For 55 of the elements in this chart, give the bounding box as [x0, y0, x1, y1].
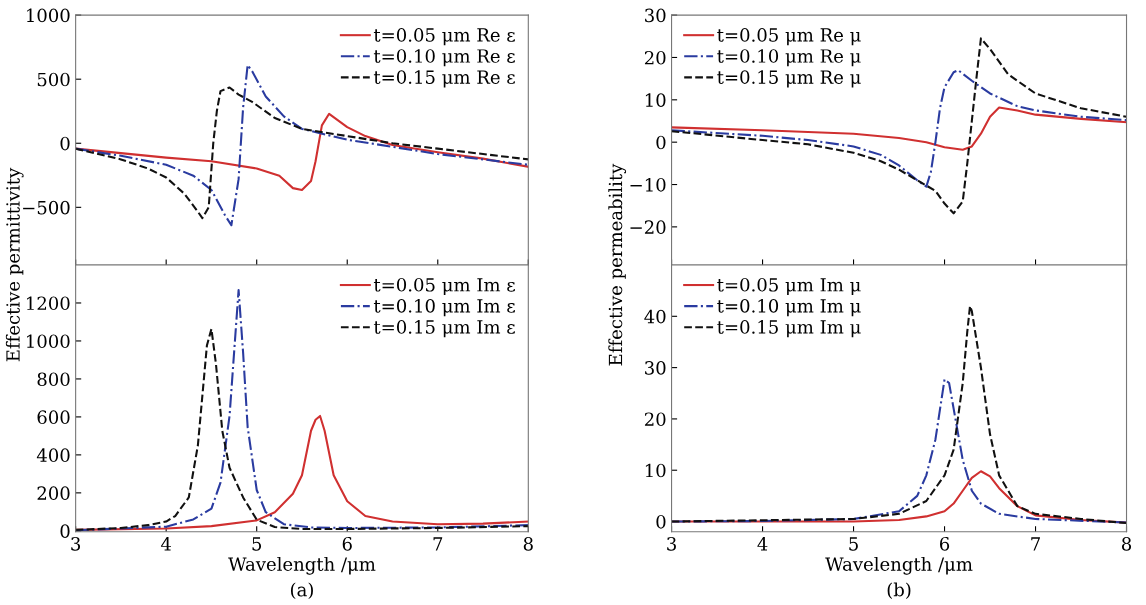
- y-tick-label: 0: [656, 514, 666, 529]
- line-series: [671, 106, 1127, 151]
- y-tick-label: 800: [37, 372, 70, 387]
- x-tick-label: 4: [757, 536, 768, 551]
- x-axis-title: Wavelength /μm: [825, 556, 973, 575]
- legend-label: t=0.15 μm Im ε: [373, 320, 515, 338]
- line-series: [75, 86, 529, 220]
- y-tick-label: 30: [645, 361, 666, 375]
- x-axis-title: Wavelength /μm: [228, 556, 376, 575]
- legend-label: t=0.10 μm Im ε: [373, 299, 515, 317]
- legend-label: t=0.05 μm Im μ: [717, 277, 861, 296]
- y-tick-label: 1200: [27, 296, 70, 311]
- x-tick-label: 7: [1031, 537, 1040, 551]
- y-tick-label: 0: [60, 524, 70, 538]
- text: (b): [887, 582, 911, 600]
- legend-label: t=0.15 μm Re μ: [717, 70, 861, 88]
- y-tick-label: 10: [645, 93, 666, 107]
- y-tick-label: 20: [644, 412, 666, 427]
- legend-label: t=0.10 μm Re μ: [717, 49, 861, 67]
- y-tick-label: 600: [37, 410, 70, 425]
- x-tick-label: 3: [667, 536, 676, 551]
- x-tick-label: 7: [433, 537, 443, 551]
- x-tick-label: 5: [849, 537, 858, 551]
- y-axis-title: Effective permittivity: [5, 167, 24, 362]
- legend-label: t=0.05 μm Re ε: [373, 28, 515, 46]
- y-axis-title: Effective permeability: [608, 163, 627, 366]
- y-tick-label: 1000: [27, 334, 70, 349]
- y-tick-label: −10: [630, 177, 666, 192]
- y-tick-label: 10: [645, 463, 666, 478]
- x-tick-label: 4: [160, 536, 172, 551]
- y-tick-label: 30: [645, 8, 666, 23]
- legend-label: t=0.10 μm Im μ: [717, 299, 861, 317]
- x-tick-label: 8: [1121, 536, 1132, 551]
- y-tick-label: 0: [656, 135, 666, 150]
- x-tick-label: 8: [523, 536, 533, 551]
- legend-label: t=0.05 μm Im ε: [373, 277, 515, 296]
- x-tick-label: 5: [252, 537, 262, 551]
- legend-label: t=0.05 μm Re μ: [717, 28, 861, 46]
- legend-label: t=0.10 μm Re ε: [373, 49, 515, 67]
- y-tick-label: −20: [630, 220, 666, 234]
- legend-label: t=0.15 μm Im μ: [717, 320, 861, 338]
- y-tick-label: 200: [37, 486, 70, 500]
- y-tick-label: 20: [644, 50, 666, 65]
- y-tick-label: 0: [60, 136, 70, 151]
- x-tick-label: 3: [71, 536, 81, 551]
- y-tick-label: 40: [644, 309, 666, 324]
- legend-label: t=0.15 μm Re ε: [373, 70, 515, 88]
- y-tick-label: 500: [37, 72, 70, 87]
- text: (a): [290, 582, 313, 600]
- x-tick-label: 6: [342, 536, 352, 551]
- line-series: [671, 69, 1127, 188]
- x-tick-label: 6: [940, 536, 950, 551]
- y-tick-label: 1000: [27, 8, 70, 23]
- y-tick-label: −500: [23, 200, 70, 215]
- y-tick-label: 400: [36, 448, 70, 462]
